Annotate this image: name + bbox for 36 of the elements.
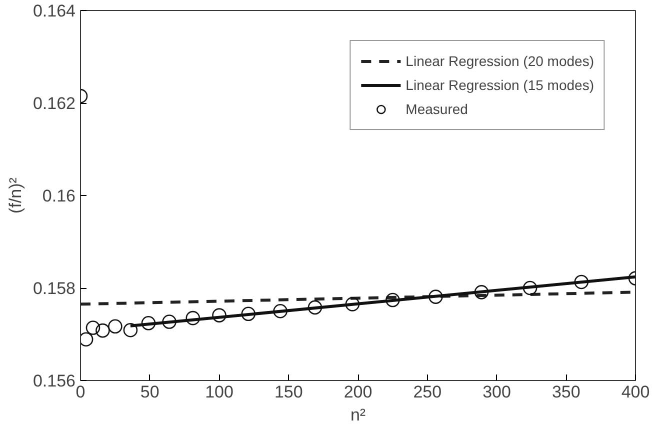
legend-label: Measured <box>406 101 468 117</box>
x-axis-title: n² <box>350 406 366 424</box>
x-tick-label: 0 <box>76 382 86 402</box>
y-tick-label: 0.156 <box>32 372 76 390</box>
point <box>123 322 138 338</box>
x-tick-label: 400 <box>621 382 650 402</box>
legend-label: Linear Regression (20 modes) <box>406 53 594 69</box>
x-tick-label: 350 <box>552 382 580 402</box>
point <box>186 310 200 326</box>
y-axis-title: (f/n)² <box>6 177 25 214</box>
y-tick-label: 0.16 <box>42 186 76 206</box>
y-tick-label: 0.158 <box>32 279 76 298</box>
x-tick-label: 300 <box>482 382 511 402</box>
point <box>162 314 176 329</box>
point <box>241 306 256 322</box>
x-tick-label: 100 <box>205 382 234 402</box>
point <box>386 292 400 308</box>
x-tick-label: 50 <box>140 382 160 402</box>
point <box>522 280 538 296</box>
point <box>574 274 589 290</box>
x-tick-label: 200 <box>344 382 372 402</box>
y-tick-label: 0.164 <box>32 2 76 20</box>
point <box>108 319 122 334</box>
y-tick-label: 0.162 <box>32 94 76 113</box>
point <box>345 297 360 312</box>
x-tick-label: 250 <box>413 382 442 402</box>
point <box>428 290 443 304</box>
x-tick-label: 150 <box>274 382 303 402</box>
point <box>308 300 322 315</box>
point <box>273 304 288 318</box>
point <box>474 285 489 300</box>
point <box>141 316 156 330</box>
point <box>212 308 226 322</box>
legend-label: Linear Regression (15 modes) <box>406 77 594 93</box>
point <box>86 320 100 335</box>
point <box>96 323 110 338</box>
